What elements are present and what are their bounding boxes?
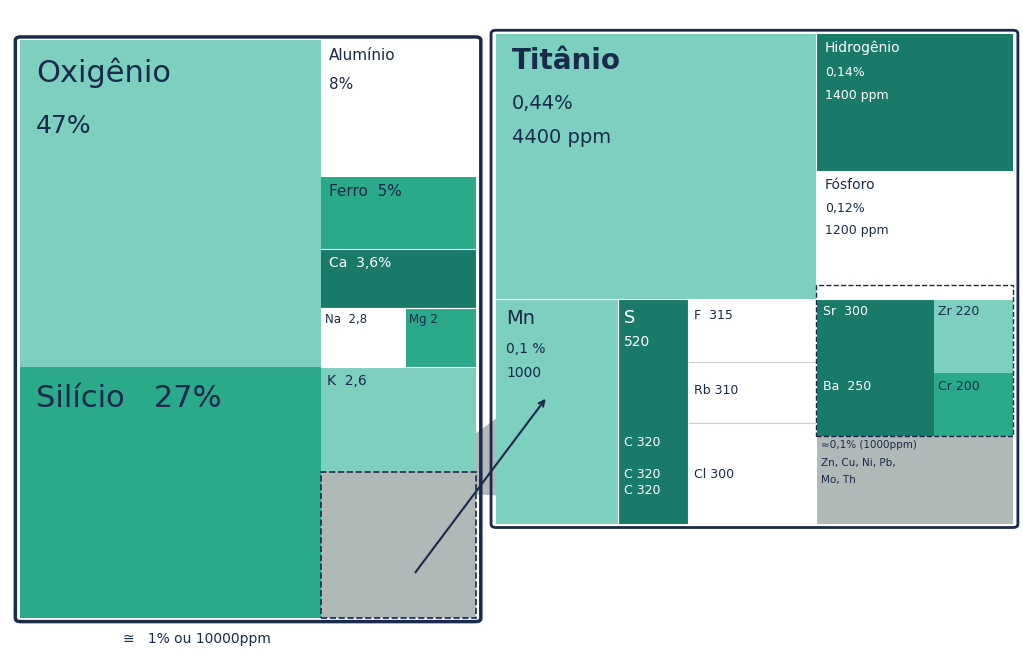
FancyBboxPatch shape — [321, 472, 476, 618]
Text: Hidrogênio: Hidrogênio — [825, 40, 900, 55]
FancyBboxPatch shape — [934, 298, 1013, 373]
Text: C 320: C 320 — [624, 485, 661, 497]
FancyBboxPatch shape — [816, 171, 1013, 298]
Bar — [321, 472, 476, 618]
Polygon shape — [394, 37, 1013, 521]
Bar — [816, 285, 1013, 436]
Text: Na  2,8: Na 2,8 — [325, 313, 367, 327]
Text: 0,12%: 0,12% — [825, 202, 864, 214]
FancyBboxPatch shape — [406, 308, 476, 367]
Text: Zr 220: Zr 220 — [938, 305, 980, 319]
Text: 0,1 %: 0,1 % — [506, 342, 546, 356]
FancyBboxPatch shape — [496, 34, 816, 298]
Text: 520: 520 — [624, 335, 651, 349]
FancyBboxPatch shape — [321, 367, 476, 472]
Text: Cr 200: Cr 200 — [938, 380, 980, 392]
FancyBboxPatch shape — [496, 298, 618, 524]
Text: 1200 ppm: 1200 ppm — [825, 224, 888, 237]
FancyBboxPatch shape — [20, 367, 375, 618]
Text: 1400 ppm: 1400 ppm — [825, 89, 888, 101]
Text: Rb 310: Rb 310 — [695, 384, 739, 397]
FancyBboxPatch shape — [321, 40, 476, 177]
Text: ≈0,1% (1000ppm): ≈0,1% (1000ppm) — [820, 439, 917, 450]
Text: Titânio: Titânio — [512, 47, 621, 75]
Text: 4400 ppm: 4400 ppm — [512, 128, 611, 146]
FancyBboxPatch shape — [20, 40, 321, 367]
Text: Ferro  5%: Ferro 5% — [329, 184, 402, 199]
FancyBboxPatch shape — [618, 298, 688, 524]
Text: Cl 300: Cl 300 — [695, 468, 735, 480]
FancyBboxPatch shape — [816, 436, 1013, 524]
Text: Ba  250: Ba 250 — [822, 380, 871, 392]
FancyBboxPatch shape — [321, 308, 406, 367]
Text: 0,14%: 0,14% — [825, 66, 864, 79]
Text: Mg 2: Mg 2 — [409, 313, 438, 327]
Text: 8%: 8% — [329, 77, 353, 92]
Text: 1000: 1000 — [506, 366, 541, 380]
Text: Silício   27%: Silício 27% — [36, 384, 221, 413]
FancyBboxPatch shape — [321, 177, 476, 249]
Text: C 320: C 320 — [624, 436, 661, 449]
Text: F  315: F 315 — [695, 308, 733, 322]
FancyBboxPatch shape — [321, 249, 476, 308]
Text: Mn: Mn — [506, 308, 535, 327]
Text: Ca  3,6%: Ca 3,6% — [329, 256, 392, 270]
Text: S: S — [624, 308, 635, 327]
Text: 0,44%: 0,44% — [512, 94, 573, 113]
Text: 47%: 47% — [36, 114, 91, 138]
Text: Mo, Th: Mo, Th — [820, 475, 855, 485]
FancyBboxPatch shape — [688, 298, 816, 524]
Text: K  2,6: K 2,6 — [327, 374, 367, 388]
Text: Alumínio: Alumínio — [329, 48, 396, 63]
FancyBboxPatch shape — [816, 373, 934, 436]
FancyBboxPatch shape — [816, 34, 1013, 171]
Text: Oxigênio: Oxigênio — [36, 57, 171, 87]
Text: Zn, Cu, Ni, Pb,: Zn, Cu, Ni, Pb, — [820, 458, 895, 468]
Text: C 320: C 320 — [624, 468, 661, 480]
Text: Sr  300: Sr 300 — [822, 305, 868, 319]
FancyBboxPatch shape — [934, 373, 1013, 436]
FancyBboxPatch shape — [816, 298, 934, 373]
Text: Fósforo: Fósforo — [825, 178, 876, 192]
Text: ≅   1% ou 10000ppm: ≅ 1% ou 10000ppm — [123, 632, 271, 646]
